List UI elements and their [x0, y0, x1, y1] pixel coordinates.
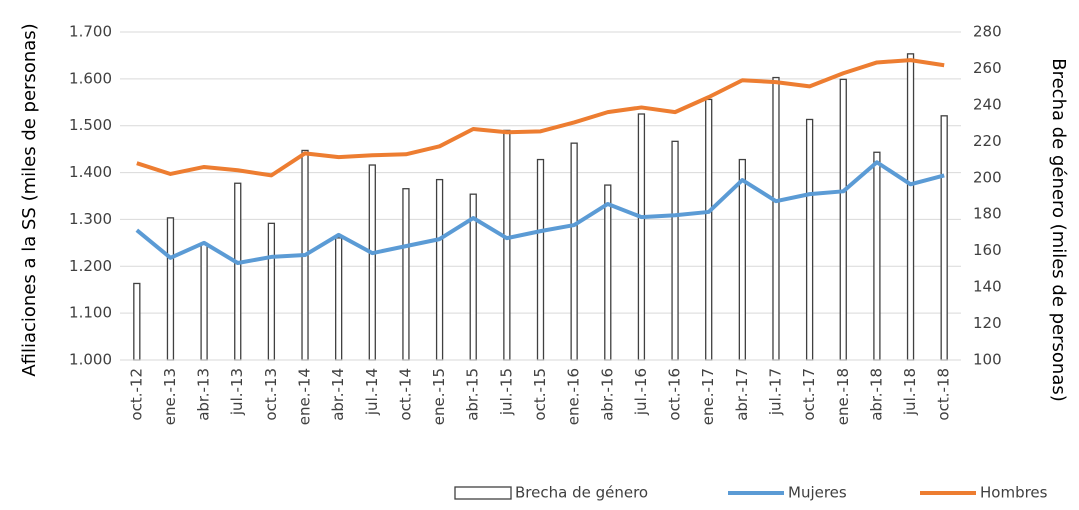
- y2-tick-label: 280: [973, 23, 1002, 41]
- x-tick-label: jul.-13: [228, 368, 246, 416]
- y-tick-label: 1.500: [69, 116, 112, 134]
- y-tick-label: 1.300: [69, 210, 112, 228]
- y-tick-label: 1.600: [69, 69, 112, 87]
- y2-tick-label: 140: [973, 278, 1002, 296]
- x-tick-label: oct.-15: [531, 368, 549, 421]
- x-tick-label: jul.-15: [497, 368, 515, 416]
- x-tick-label: abr.-17: [733, 368, 751, 421]
- y2-tick-label: 100: [973, 351, 1002, 369]
- legend-label: Hombres: [980, 484, 1048, 502]
- x-tick-label: abr.-14: [329, 368, 347, 421]
- bar: [267, 222, 276, 361]
- bar: [133, 282, 141, 361]
- x-tick-label: jul.-14: [363, 368, 381, 416]
- x-tick-label: jul.-18: [901, 368, 919, 416]
- y-tick-label: 1.200: [69, 257, 112, 275]
- bar: [906, 53, 915, 361]
- x-tick-label: abr.-13: [195, 368, 213, 421]
- x-tick-label: ene.-15: [430, 368, 448, 425]
- x-tick-label: ene.-18: [834, 368, 852, 425]
- y2-tick-label: 120: [973, 314, 1002, 332]
- bar: [570, 142, 578, 361]
- x-tick-label: oct.-17: [800, 368, 818, 421]
- y2-tick-label: 220: [973, 132, 1002, 150]
- y2-tick-label: 200: [973, 168, 1002, 186]
- bar: [873, 151, 881, 361]
- bar: [805, 118, 814, 361]
- x-tick-label: abr.-15: [464, 368, 482, 421]
- bar: [940, 115, 948, 361]
- bar: [705, 98, 713, 361]
- x-tick-label: ene.-14: [296, 368, 314, 425]
- y-axis-title: Afiliaciones a la SS (miles de personas): [19, 23, 40, 376]
- x-tick-label: oct.-12: [127, 368, 145, 421]
- x-tick-label: oct.-13: [262, 368, 280, 421]
- y-tick-label: 1.700: [69, 23, 112, 41]
- y-tick-label: 1.100: [69, 304, 112, 322]
- x-tick-label: jul.-17: [766, 368, 784, 416]
- y2-tick-label: 160: [973, 241, 1002, 259]
- bar: [772, 76, 780, 361]
- x-tick-label: abr.-18: [867, 368, 885, 421]
- line: [135, 160, 945, 266]
- bar: [234, 182, 242, 361]
- y2-tick-label: 260: [973, 59, 1002, 77]
- legend-label: Mujeres: [788, 484, 847, 502]
- bar: [536, 158, 545, 361]
- bar: [402, 188, 410, 361]
- x-tick-label: abr.-16: [598, 368, 616, 421]
- bar: [166, 217, 175, 361]
- x-tick-label: ene.-13: [161, 368, 179, 425]
- bar: [839, 78, 847, 361]
- y-tick-label: 1.400: [69, 163, 112, 181]
- y2-tick-label: 180: [973, 205, 1002, 223]
- bar: [503, 129, 511, 361]
- y2-tick-label: 240: [973, 95, 1002, 113]
- bar: [637, 113, 646, 361]
- bar: [671, 140, 679, 361]
- x-tick-label: oct.-16: [666, 368, 684, 421]
- x-tick-label: oct.-14: [396, 368, 414, 421]
- bar: [738, 158, 746, 361]
- line: [136, 58, 945, 178]
- bar: [604, 184, 612, 361]
- bar: [335, 237, 343, 361]
- bar: [435, 178, 444, 361]
- bar: [200, 242, 208, 361]
- legend-label: Brecha de género: [515, 484, 648, 502]
- x-tick-label: oct.-18: [935, 368, 953, 421]
- bar: [368, 164, 376, 361]
- x-tick-label: ene.-17: [699, 368, 717, 425]
- x-tick-label: jul.-16: [632, 368, 650, 416]
- legend-swatch: [454, 486, 512, 500]
- y-tick-label: 1.000: [69, 351, 112, 369]
- x-tick-label: ene.-16: [565, 368, 583, 425]
- y2-axis-title: Brecha de género (miles de personas): [1048, 58, 1069, 402]
